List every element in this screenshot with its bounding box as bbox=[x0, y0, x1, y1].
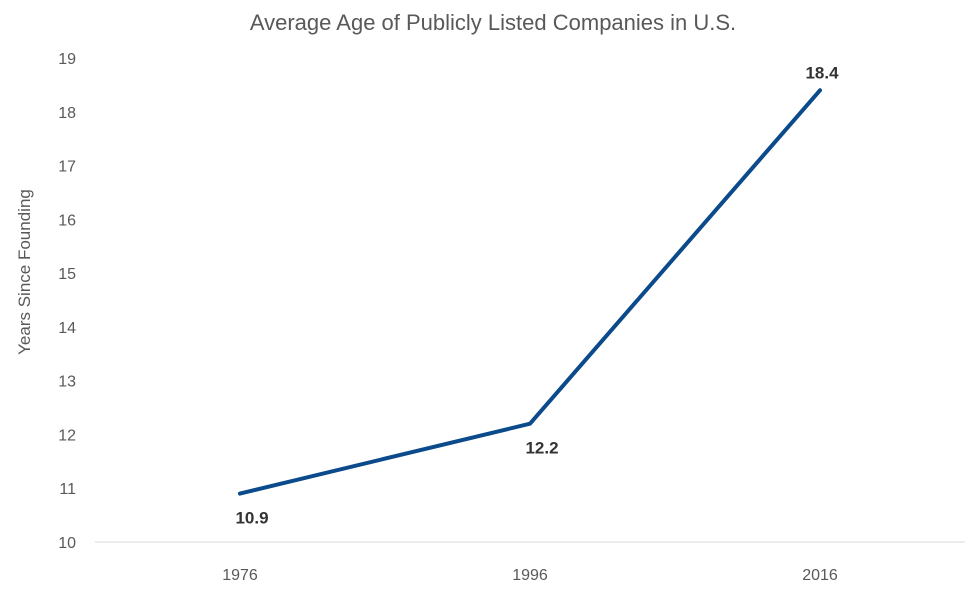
x-tick-label: 1996 bbox=[512, 567, 548, 584]
data-label: 12.2 bbox=[525, 439, 558, 458]
data-labels: 10.9 12.2 18.4 bbox=[235, 63, 839, 527]
series-line bbox=[238, 88, 822, 496]
data-label: 18.4 bbox=[805, 63, 839, 82]
y-tick-label: 14 bbox=[58, 320, 76, 337]
x-tick-label: 2016 bbox=[802, 567, 838, 584]
y-tick-label: 19 bbox=[58, 51, 76, 68]
y-tick-label: 11 bbox=[59, 481, 76, 498]
y-tick-label: 10 bbox=[58, 535, 76, 552]
y-tick-label: 12 bbox=[58, 427, 76, 444]
x-tick-label: 1976 bbox=[222, 567, 258, 584]
y-tick-label: 18 bbox=[58, 105, 76, 122]
y-tick-label: 16 bbox=[58, 212, 76, 229]
y-tick-label: 15 bbox=[58, 266, 76, 283]
y-tick-label: 13 bbox=[58, 374, 76, 391]
x-axis-ticks: 1976 1996 2016 bbox=[222, 567, 838, 584]
y-tick-label: 17 bbox=[58, 159, 76, 176]
chart-title: Average Age of Publicly Listed Companies… bbox=[250, 10, 736, 35]
data-label: 10.9 bbox=[235, 509, 268, 528]
y-axis-title: Years Since Founding bbox=[15, 189, 34, 355]
y-axis-ticks: 10 11 12 13 14 15 16 17 18 19 bbox=[58, 51, 76, 552]
